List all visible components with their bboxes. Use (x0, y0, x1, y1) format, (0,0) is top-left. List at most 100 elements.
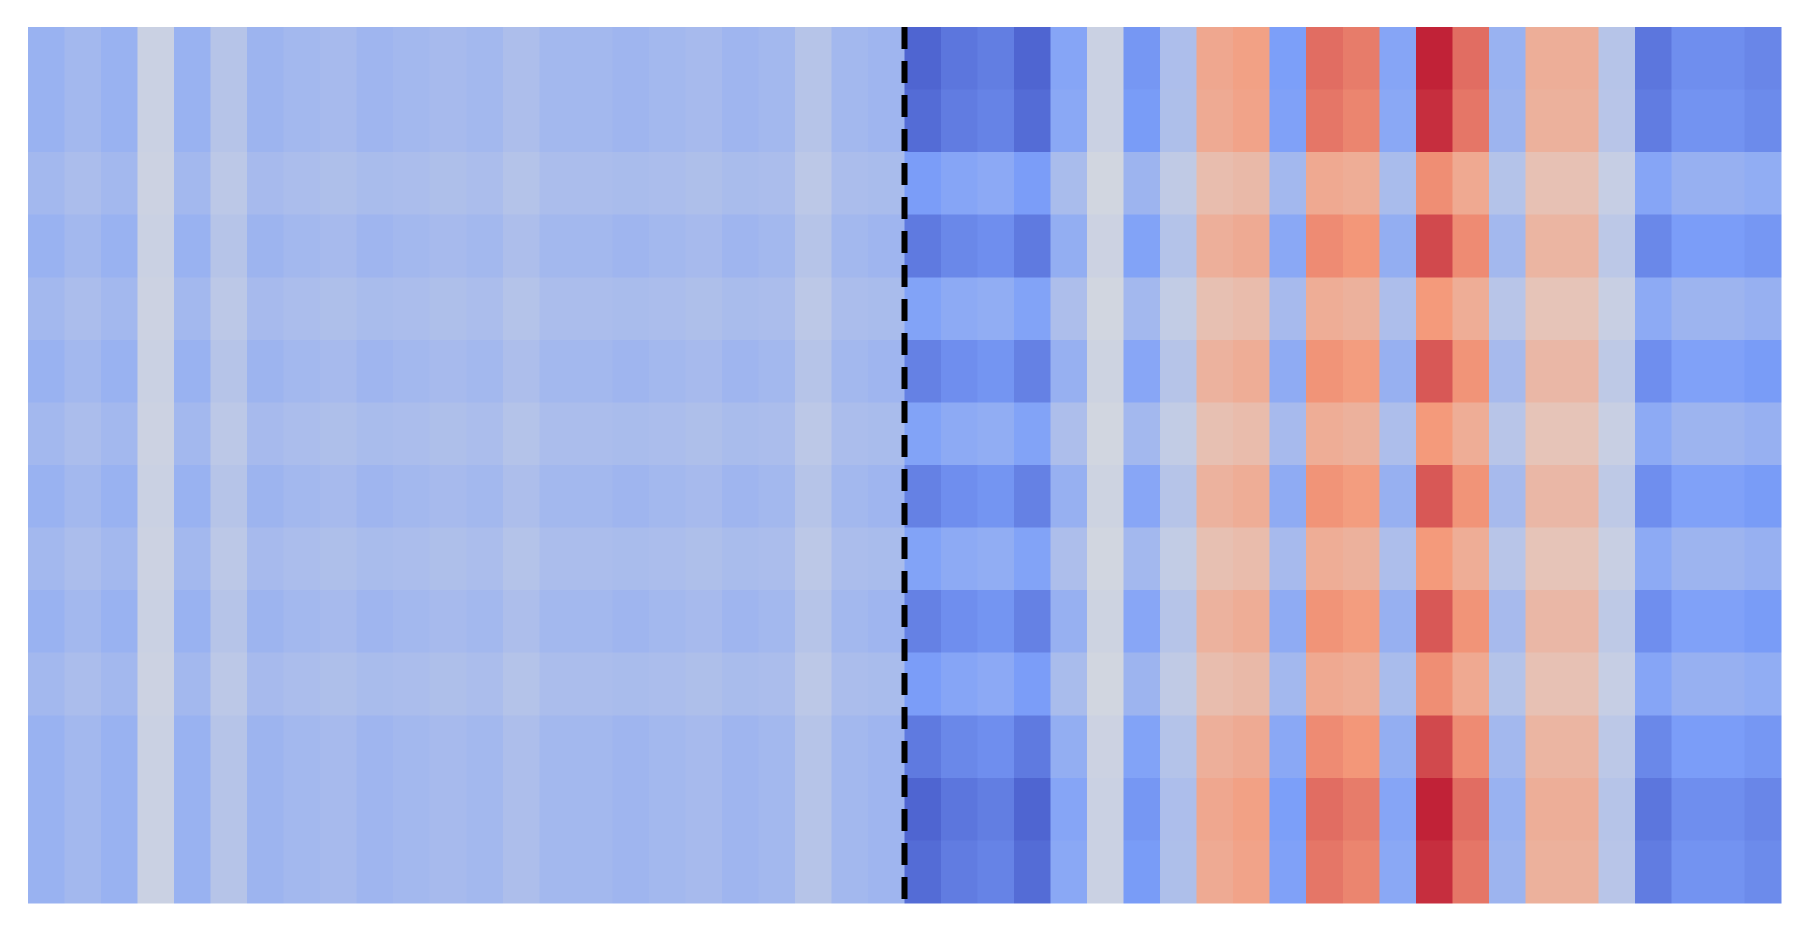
heatmap-cell (1233, 777, 1271, 841)
heatmap-cell (1306, 89, 1344, 153)
heatmap-cell (1707, 652, 1745, 716)
heatmap-cell (210, 715, 248, 779)
heatmap-cell (28, 652, 66, 716)
heatmap-cell (1598, 777, 1636, 841)
heatmap-cell (1160, 339, 1198, 403)
heatmap-cell (1561, 840, 1599, 904)
heatmap-cell (1160, 652, 1198, 716)
heatmap-cell (1415, 652, 1453, 716)
heatmap-cell (1415, 840, 1453, 904)
heatmap-cell (1415, 339, 1453, 403)
heatmap-cell (1525, 590, 1563, 654)
heatmap-cell (1452, 27, 1490, 91)
heatmap-cell (1415, 214, 1453, 278)
heatmap-cell (1598, 152, 1636, 216)
heatmap-cell (1306, 590, 1344, 654)
heatmap-cell (1160, 840, 1198, 904)
heatmap-cell (1488, 465, 1526, 529)
heatmap-cell (794, 89, 832, 153)
heatmap-cell (1160, 89, 1198, 153)
heatmap-cell (466, 465, 504, 529)
heatmap-cell (1707, 214, 1745, 278)
heatmap-cell (648, 152, 686, 216)
heatmap-cell (1123, 277, 1161, 341)
heatmap-cell (575, 465, 613, 529)
heatmap-cell (1707, 465, 1745, 529)
heatmap-cell (210, 402, 248, 466)
heatmap-cell (1050, 89, 1088, 153)
heatmap-cell (1415, 465, 1453, 529)
heatmap-cell (1196, 277, 1234, 341)
heatmap-cell (831, 27, 869, 91)
heatmap-cell (867, 840, 905, 904)
heatmap-cell (831, 652, 869, 716)
heatmap-cell (1160, 590, 1198, 654)
heatmap-cell (1306, 402, 1344, 466)
heatmap-cell (1561, 277, 1599, 341)
heatmap-cell (1598, 277, 1636, 341)
heatmap-cell (1160, 277, 1198, 341)
heatmap-cell (466, 652, 504, 716)
heatmap-cell (867, 590, 905, 654)
heatmap-cell (393, 402, 431, 466)
heatmap-cell (502, 402, 540, 466)
heatmap-cell (1488, 402, 1526, 466)
heatmap-cell (977, 715, 1015, 779)
heatmap-cell (247, 527, 285, 591)
heatmap-cell (612, 152, 650, 216)
heatmap-cell (1671, 152, 1709, 216)
heatmap-cell (429, 214, 467, 278)
heatmap-cell (1525, 652, 1563, 716)
heatmap-cell (1087, 652, 1125, 716)
heatmap-cell (1379, 590, 1417, 654)
heatmap-cell (1561, 527, 1599, 591)
heatmap-cell (758, 652, 796, 716)
heatmap-cell (1671, 89, 1709, 153)
heatmap-cell (539, 840, 577, 904)
heatmap-cell (1196, 339, 1234, 403)
heatmap-cell (1452, 277, 1490, 341)
heatmap-cell (539, 152, 577, 216)
heatmap-cell (612, 402, 650, 466)
heatmap-cell (1014, 402, 1052, 466)
heatmap-cell (1123, 214, 1161, 278)
heatmap-cell (28, 777, 66, 841)
heatmap-cell (539, 777, 577, 841)
heatmap-cell (1014, 715, 1052, 779)
heatmap-cell (210, 527, 248, 591)
heatmap-cell (174, 777, 212, 841)
heatmap-cell (137, 339, 175, 403)
heatmap-cell (941, 840, 979, 904)
heatmap-cell (247, 652, 285, 716)
heatmap-cell (1744, 590, 1782, 654)
heatmap-cell (210, 339, 248, 403)
heatmap-cell (1306, 465, 1344, 529)
heatmap-cell (137, 152, 175, 216)
heatmap-cell (320, 777, 358, 841)
heatmap-cell (137, 715, 175, 779)
heatmap-cell (429, 527, 467, 591)
heatmap-cell (1306, 652, 1344, 716)
heatmap-cell (1415, 89, 1453, 153)
heatmap-cell (1342, 27, 1380, 91)
heatmap-cell (1525, 527, 1563, 591)
heatmap-cell (429, 652, 467, 716)
heatmap-cell (174, 277, 212, 341)
heatmap-cell (1452, 402, 1490, 466)
heatmap-cell (429, 89, 467, 153)
heatmap-cell (320, 840, 358, 904)
heatmap-cell (1671, 715, 1709, 779)
heatmap-cell (174, 527, 212, 591)
heatmap-cell (1160, 777, 1198, 841)
heatmap-cell (283, 27, 321, 91)
heatmap-cell (1744, 27, 1782, 91)
heatmap-cell (1196, 27, 1234, 91)
heatmap-cell (393, 777, 431, 841)
heatmap-cell (1488, 777, 1526, 841)
heatmap-cell (1087, 527, 1125, 591)
heatmap-cell (1707, 27, 1745, 91)
heatmap-cell (1744, 152, 1782, 216)
heatmap-cell (1123, 527, 1161, 591)
heatmap-cell (174, 27, 212, 91)
